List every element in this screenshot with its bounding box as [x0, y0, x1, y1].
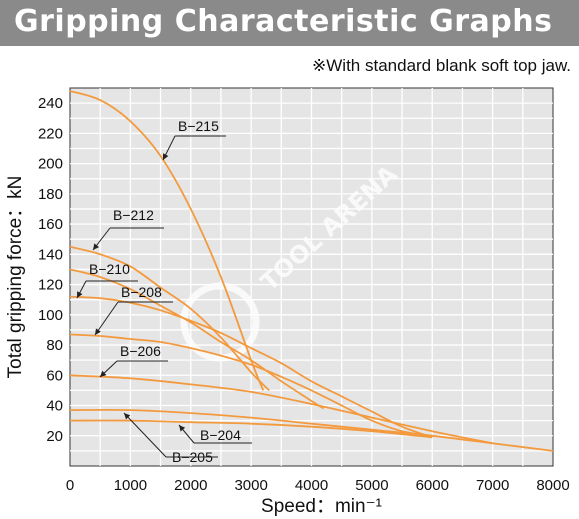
series-line	[69, 333, 433, 437]
x-tick-label: 7000	[476, 477, 509, 494]
leader-line	[94, 301, 119, 336]
y-tick-label: 60	[46, 367, 63, 384]
series-label: B−204	[200, 427, 241, 443]
y-tick-label: 240	[38, 95, 63, 112]
y-axis-label: Total gripping force：kN	[5, 176, 26, 379]
y-tick-label: 100	[38, 307, 63, 324]
y-tick-label: 80	[46, 337, 63, 354]
page-title: Gripping Characteristic Graphs	[14, 4, 553, 39]
y-tick-label: 20	[46, 428, 63, 445]
leader-arrowhead	[93, 243, 100, 250]
leader-arrowhead	[100, 370, 107, 377]
leader-arrowhead	[77, 291, 83, 298]
x-tick-labels: 0 1000 2000 3000 4000 5000 6000 7000 8000	[66, 477, 570, 494]
x-tick-label: 4000	[295, 477, 328, 494]
series-line	[69, 90, 265, 391]
leader-line	[123, 412, 167, 458]
series-line	[69, 419, 433, 439]
title-bar	[0, 0, 579, 46]
watermark-logo	[180, 282, 260, 362]
leader-arrowhead	[95, 328, 101, 335]
series-label: B−210	[89, 261, 130, 277]
series-line	[69, 408, 554, 452]
x-tick-label: 5000	[355, 477, 388, 494]
series-line	[69, 374, 493, 445]
x-tick-label: 6000	[416, 477, 449, 494]
leader-arrowhead	[163, 153, 169, 160]
series-line	[69, 268, 325, 410]
series-line	[69, 295, 433, 439]
series-label: B−215	[178, 118, 219, 134]
x-tick-label: 0	[66, 477, 74, 494]
y-tick-label: 140	[38, 246, 63, 263]
series-label: B−212	[113, 207, 154, 223]
series-label: B−208	[121, 284, 162, 300]
y-tick-label: 40	[46, 398, 63, 415]
series-label: B−206	[120, 343, 161, 359]
x-tick-label: 2000	[174, 477, 207, 494]
x-tick-label: 3000	[234, 477, 267, 494]
leader-arrowhead	[179, 425, 186, 432]
footnote: ※With standard blank soft top jaw.	[312, 56, 571, 75]
x-axis-label: Speed：min⁻¹	[261, 496, 382, 517]
x-tick-label: 1000	[114, 477, 147, 494]
series-line	[69, 245, 270, 392]
x-tick-label: 8000	[536, 477, 569, 494]
y-tick-label: 180	[38, 186, 63, 203]
y-tick-label: 220	[38, 125, 63, 142]
y-tick-label: 160	[38, 216, 63, 233]
series-curves	[69, 90, 554, 452]
leader-arrowhead	[124, 413, 131, 420]
y-tick-labels: 20 40 60 80 100 120 140 160 180 200 220 240	[38, 95, 63, 445]
y-tick-label: 200	[38, 156, 63, 173]
y-tick-label: 120	[38, 277, 63, 294]
